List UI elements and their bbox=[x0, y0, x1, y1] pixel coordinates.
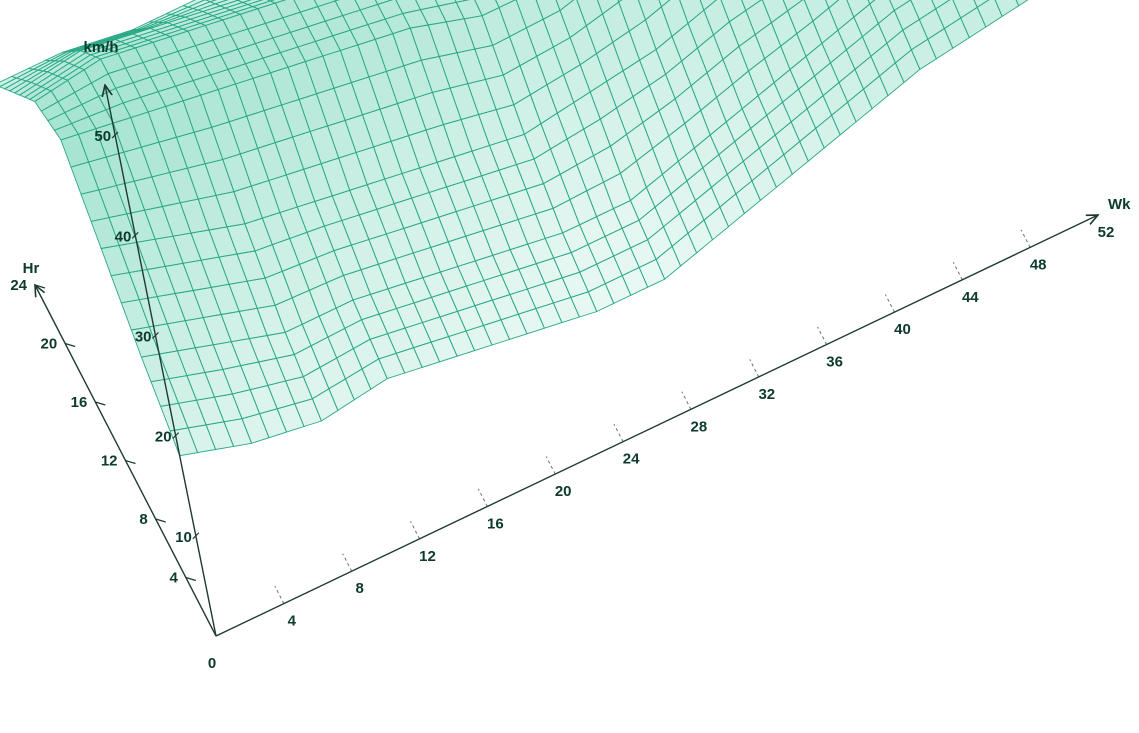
x-tick-mark bbox=[884, 294, 895, 313]
y-tick-label: 24 bbox=[10, 277, 27, 294]
x-tick-label: 44 bbox=[962, 289, 979, 306]
axes bbox=[34, 85, 1098, 637]
x-tick-label: 32 bbox=[758, 386, 775, 403]
x-tick-label: 0 bbox=[208, 655, 216, 672]
x-tick-label: 16 bbox=[487, 516, 504, 533]
z-axis-line bbox=[105, 85, 217, 637]
x-tick-label: 20 bbox=[555, 483, 572, 500]
y-tick-label: 20 bbox=[41, 336, 58, 353]
y-tick-mark bbox=[125, 459, 136, 465]
x-tick-mark bbox=[817, 326, 828, 345]
x-tick-mark bbox=[477, 488, 488, 507]
y-tick-mark bbox=[155, 518, 166, 523]
x-tick-mark bbox=[1020, 229, 1031, 248]
y-tick-label: 12 bbox=[101, 453, 118, 470]
surface-mesh bbox=[0, 0, 1029, 457]
z-tick-label: 30 bbox=[135, 329, 152, 346]
axis-labels: 0481216202428323640444852481216202410203… bbox=[10, 39, 1131, 672]
x-tick-mark bbox=[749, 359, 760, 378]
y-tick-label: 4 bbox=[169, 570, 178, 587]
z-tick-mark bbox=[152, 332, 159, 339]
z-tick-label: 10 bbox=[175, 529, 192, 546]
x-tick-mark bbox=[342, 553, 353, 572]
surface-cell bbox=[1015, 0, 1029, 7]
surface-cell bbox=[825, 0, 840, 9]
x-axis-line bbox=[215, 215, 1098, 637]
z-tick-mark bbox=[131, 231, 139, 239]
x-tick-label: 36 bbox=[826, 354, 843, 371]
z-tick-label: 40 bbox=[115, 228, 132, 245]
y-axis-title: Hr bbox=[23, 260, 40, 277]
x-tick-mark bbox=[681, 391, 692, 410]
z-tick-label: 20 bbox=[155, 429, 172, 446]
z-tick-mark bbox=[111, 131, 119, 139]
x-tick-label: 28 bbox=[691, 418, 708, 435]
y-tick-label: 16 bbox=[71, 394, 88, 411]
x-tick-label: 40 bbox=[894, 321, 911, 338]
x-tick-label: 4 bbox=[288, 613, 297, 630]
z-tick-mark bbox=[172, 432, 180, 440]
y-tick-mark bbox=[64, 342, 76, 348]
x-axis-title: Wk bbox=[1108, 196, 1131, 213]
x-tick-label: 48 bbox=[1030, 256, 1047, 273]
y-tick-mark bbox=[185, 576, 197, 582]
x-tick-mark bbox=[545, 456, 556, 475]
y-tick-label: 8 bbox=[139, 511, 147, 528]
x-tick-label: 52 bbox=[1098, 224, 1115, 241]
y-tick-mark bbox=[34, 284, 46, 289]
y-tick-mark bbox=[95, 401, 106, 406]
x-tick-mark bbox=[410, 521, 420, 540]
x-tick-label: 12 bbox=[419, 548, 436, 565]
x-tick-mark bbox=[274, 585, 285, 604]
x-tick-label: 8 bbox=[356, 580, 364, 597]
z-tick-mark bbox=[192, 532, 200, 540]
x-tick-mark bbox=[952, 261, 963, 280]
x-tick-label: 24 bbox=[623, 451, 640, 468]
z-axis-title: km/h bbox=[83, 39, 118, 56]
x-tick-mark bbox=[613, 423, 624, 442]
z-tick-label: 50 bbox=[94, 128, 111, 145]
